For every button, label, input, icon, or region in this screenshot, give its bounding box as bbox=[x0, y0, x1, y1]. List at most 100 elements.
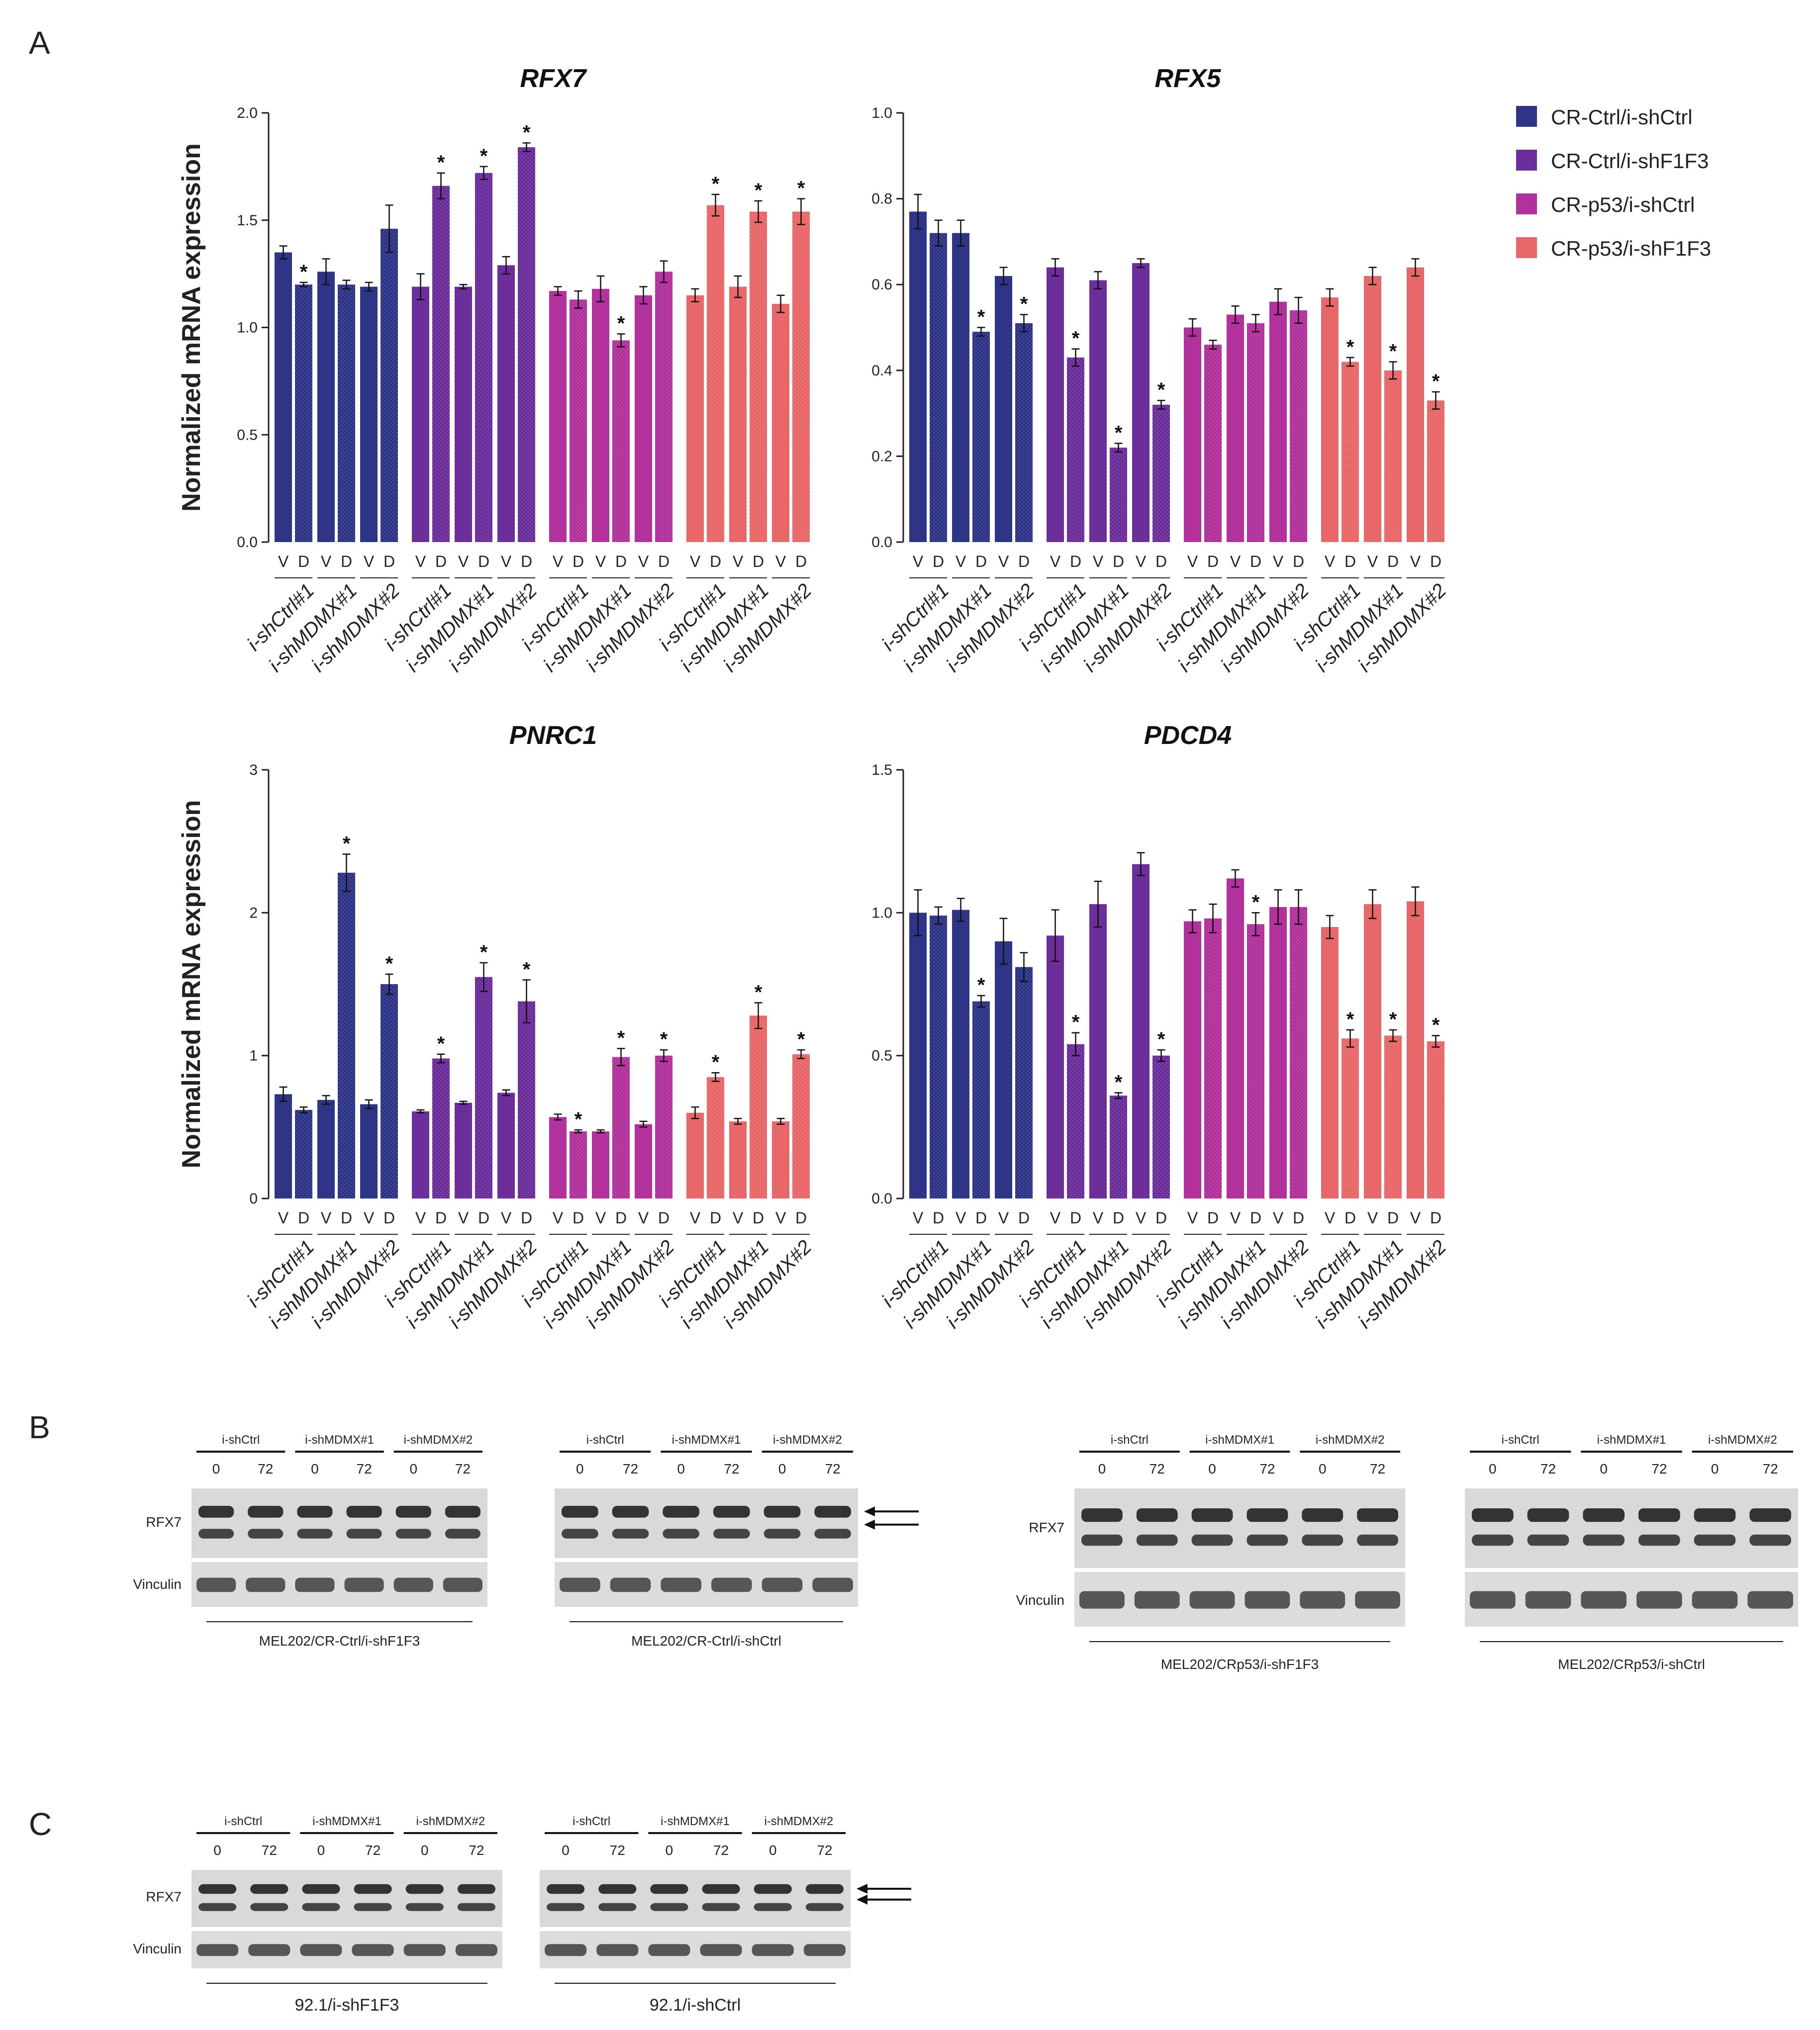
blot-b0: i-shCtrl i-shMDMX#1 i-shMDMX#2 0 72 0 72 0 72 RFX… bbox=[133, 1433, 487, 1649]
treatment-label: D bbox=[573, 1209, 584, 1227]
blot-band bbox=[610, 1577, 651, 1592]
blot-time-label: 72 bbox=[825, 1461, 841, 1476]
blot-group-label: i-shMDMX#2 bbox=[773, 1433, 842, 1447]
blot-band bbox=[196, 1944, 239, 1956]
blot-band bbox=[562, 1506, 598, 1518]
blot-time-label: 72 bbox=[817, 1843, 832, 1858]
bar-texture bbox=[930, 916, 947, 1199]
bar bbox=[952, 910, 969, 1199]
bar bbox=[317, 272, 335, 542]
blot-time-label: 72 bbox=[610, 1843, 625, 1858]
treatment-label: D bbox=[1155, 1209, 1167, 1227]
blot-band bbox=[764, 1529, 801, 1539]
bar-texture bbox=[612, 1057, 630, 1199]
significance-star: * bbox=[385, 953, 393, 975]
blot-group-label: i-shMDMX#2 bbox=[1316, 1433, 1385, 1447]
bar bbox=[1407, 267, 1424, 542]
blot-time-label: 72 bbox=[258, 1461, 273, 1476]
y-tick-label: 0.2 bbox=[871, 448, 892, 464]
bar-texture bbox=[1015, 323, 1033, 542]
treatment-label: D bbox=[1344, 1209, 1356, 1227]
significance-star: * bbox=[343, 833, 351, 855]
blot-group-label: i-shCtrl bbox=[1502, 1433, 1539, 1447]
blot-band bbox=[752, 1944, 794, 1956]
bar-texture bbox=[655, 272, 672, 542]
blot-band bbox=[457, 1884, 495, 1894]
significance-star: * bbox=[1346, 1009, 1354, 1030]
bar-texture bbox=[1290, 310, 1307, 542]
bar-texture bbox=[338, 872, 355, 1199]
bar-texture bbox=[432, 185, 450, 543]
y-tick-label: 0.8 bbox=[871, 191, 892, 207]
blot-band bbox=[547, 1903, 585, 1911]
bar bbox=[1047, 267, 1064, 542]
treatment-label: V bbox=[1273, 553, 1284, 570]
bar-texture bbox=[475, 173, 492, 542]
treatment-label: V bbox=[775, 1209, 786, 1227]
blot-time-label: 72 bbox=[724, 1461, 739, 1476]
y-tick-label: 1.0 bbox=[871, 905, 892, 921]
treatment-label: D bbox=[478, 1209, 489, 1227]
blot-protein-label: RFX7 bbox=[146, 1514, 182, 1530]
y-tick-label: 0.0 bbox=[871, 534, 892, 551]
blot-caption: 92.1/i-shCtrl bbox=[650, 1996, 741, 2015]
treatment-label: V bbox=[364, 1209, 375, 1227]
significance-star: * bbox=[1072, 328, 1080, 350]
blot-band bbox=[598, 1884, 637, 1894]
blot-group-label: i-shMDMX#1 bbox=[672, 1433, 741, 1447]
western-blots: i-shCtrl i-shMDMX#1 i-shMDMX#2 0 72 0 72 0 72 RFX… bbox=[133, 1433, 1798, 2015]
blot-group-label: i-shMDMX#1 bbox=[312, 1815, 382, 1828]
blot-band bbox=[1357, 1534, 1398, 1546]
bar bbox=[1227, 878, 1244, 1199]
blot-time-label: 72 bbox=[1651, 1461, 1667, 1476]
blot-band bbox=[1081, 1534, 1123, 1546]
treatment-label: V bbox=[321, 1209, 332, 1227]
bar-texture bbox=[570, 1131, 587, 1199]
chart-title: RFX5 bbox=[1155, 64, 1222, 93]
blot-time-label: 0 bbox=[212, 1461, 220, 1476]
bar-texture bbox=[1015, 967, 1033, 1199]
blot-band bbox=[248, 1529, 284, 1539]
treatment-label: V bbox=[913, 1209, 924, 1227]
blot-band bbox=[1583, 1534, 1625, 1546]
legend-swatch-ctrl-shctrl bbox=[1516, 106, 1537, 127]
treatment-label: D bbox=[1430, 1209, 1441, 1227]
treatment-label: V bbox=[638, 1209, 649, 1227]
blot-caption: 92.1/i-shF1F3 bbox=[295, 1996, 399, 2015]
y-tick-label: 0 bbox=[249, 1191, 258, 1207]
significance-star: * bbox=[1072, 1012, 1080, 1033]
blot-band bbox=[1583, 1508, 1625, 1522]
blot-b1: i-shCtrl i-shMDMX#1 i-shMDMX#2 0 72 0 72 0 72 MEL… bbox=[555, 1433, 919, 1649]
legend-label-p53-shctrl: CR-p53/i-shCtrl bbox=[1551, 193, 1695, 216]
treatment-label: V bbox=[690, 1209, 701, 1227]
treatment-label: D bbox=[341, 553, 352, 570]
blot-membrane-rfx7 bbox=[1074, 1488, 1405, 1568]
blot-caption: MEL202/CRp53/i-shCtrl bbox=[1558, 1657, 1705, 1672]
blot-time-label: 72 bbox=[1259, 1461, 1275, 1476]
bar-texture bbox=[338, 284, 355, 542]
significance-star: * bbox=[1346, 336, 1354, 358]
blot-band bbox=[1245, 1591, 1290, 1609]
bar-texture bbox=[1110, 1096, 1127, 1199]
bar-texture bbox=[1427, 400, 1444, 542]
blot-band bbox=[1355, 1591, 1400, 1609]
treatment-label: V bbox=[415, 553, 426, 570]
chart-title: PDCD4 bbox=[1144, 721, 1232, 750]
treatment-label: D bbox=[1070, 553, 1081, 570]
bar bbox=[360, 1104, 378, 1199]
blot-time-label: 0 bbox=[1208, 1461, 1216, 1476]
legend: CR-Ctrl/i-shCtrl CR-Ctrl/i-shF1F3 CR-p53… bbox=[1516, 105, 1711, 260]
bar-texture bbox=[518, 147, 535, 542]
treatment-label: V bbox=[1230, 553, 1241, 570]
treatment-label: D bbox=[795, 553, 807, 570]
blot-band bbox=[1191, 1534, 1233, 1546]
blot-band bbox=[1472, 1508, 1514, 1522]
bar bbox=[1269, 907, 1287, 1199]
bar-texture bbox=[1247, 924, 1264, 1199]
blot-membrane-vinculin bbox=[555, 1562, 858, 1607]
blot-band bbox=[1300, 1591, 1345, 1609]
blot-time-label: 72 bbox=[1149, 1461, 1165, 1476]
significance-star: * bbox=[1389, 1009, 1397, 1030]
treatment-label: V bbox=[553, 1209, 564, 1227]
bar-texture bbox=[612, 340, 630, 542]
